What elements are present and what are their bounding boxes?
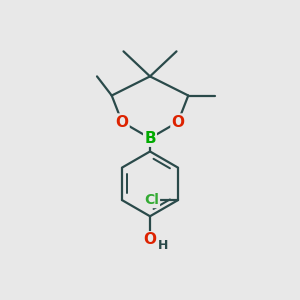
Text: Cl: Cl [144, 193, 159, 207]
Text: O: O [172, 115, 184, 130]
Text: O: O [143, 232, 157, 247]
Text: O: O [116, 115, 128, 130]
Text: H: H [158, 238, 169, 252]
Text: B: B [144, 131, 156, 146]
